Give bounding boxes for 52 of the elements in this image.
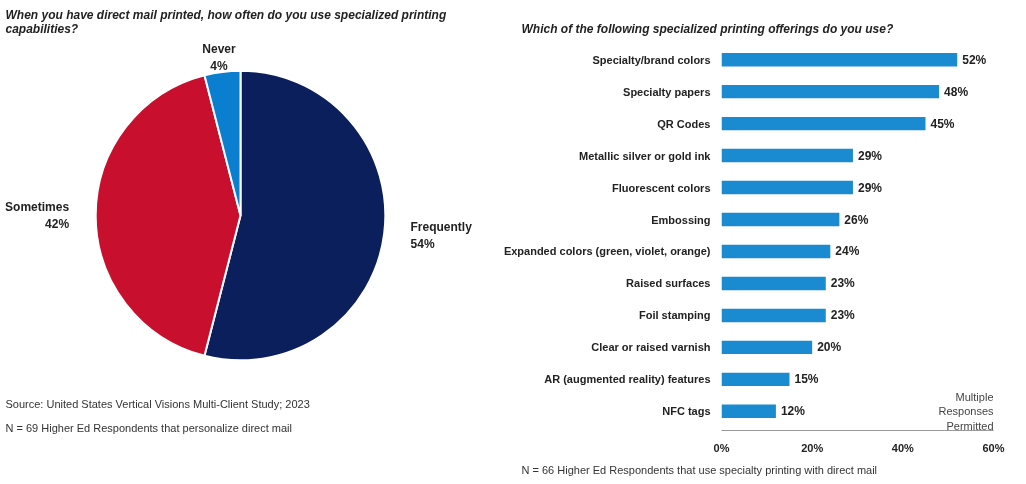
data-label: 20% — [817, 340, 842, 355]
bar — [721, 180, 853, 195]
bar — [721, 148, 853, 163]
x-tick-label: 40% — [891, 441, 915, 454]
bar — [721, 372, 790, 387]
chart-title: When you have direct mail printed, how often do you use specialized printing capabilities? — [5, 7, 447, 36]
bar — [721, 212, 840, 227]
annotation: Multiple Responses Permitted — [938, 390, 994, 432]
data-label: 23% — [830, 308, 856, 323]
data-label: 29% — [857, 148, 883, 163]
text: N = 66 Higher Ed Respondents that use specialty printing with direct mail — [521, 463, 878, 476]
slice-label: Never — [202, 42, 237, 57]
source-note: Source: United States Vertical Visions Multi-Client Study; 2023 — [5, 397, 310, 410]
y-tick-label: Specialty/brand colors — [592, 53, 711, 66]
bar — [721, 244, 831, 259]
bar — [721, 276, 826, 291]
data-label: 54% — [410, 236, 435, 251]
y-tick-label: QR Codes — [657, 117, 711, 130]
bar — [721, 308, 826, 323]
y-tick-label: Raised surfaces — [626, 277, 711, 290]
data-label: 12% — [780, 404, 806, 419]
bar — [721, 340, 813, 355]
x-tick-label: 20% — [801, 441, 824, 454]
data-label: 45% — [930, 116, 955, 131]
data-label: 29% — [857, 180, 883, 195]
y-tick-label: Fluorescent colors — [612, 181, 711, 194]
slice-label: Frequently — [410, 220, 473, 235]
data-label: 42% — [45, 216, 70, 231]
y-tick-label: AR (augmented reality) features — [544, 373, 711, 386]
chart-title: Which of the following specialized printing offerings do you use? — [521, 21, 894, 36]
y-tick-label: Embossing — [651, 213, 711, 226]
data-label: 26% — [844, 212, 869, 227]
data-label: 52% — [962, 52, 987, 67]
text: N = 69 Higher Ed Respondents that personalize direct mail — [5, 421, 292, 434]
bar — [721, 116, 926, 131]
bar — [721, 52, 958, 67]
bar — [721, 84, 940, 99]
x-tick-label: 0% — [713, 441, 730, 454]
bar — [721, 404, 776, 419]
data-label: 4% — [210, 58, 229, 73]
y-tick-label: Metallic silver or gold ink — [579, 149, 712, 162]
data-label: 15% — [794, 372, 819, 387]
x-tick-label: 60% — [982, 441, 1005, 454]
y-tick-label: Specialty papers — [623, 85, 711, 98]
data-label: 48% — [944, 84, 969, 99]
y-tick-label: Foil stamping — [639, 309, 711, 322]
y-tick-label: Expanded colors (green, violet, orange) — [503, 245, 711, 258]
y-tick-label: Clear or raised varnish — [591, 341, 711, 354]
data-label: 24% — [835, 244, 860, 259]
y-tick-label: NFC tags — [662, 405, 711, 418]
slice-label: Sometimes — [5, 200, 70, 215]
data-label: 23% — [830, 276, 856, 291]
